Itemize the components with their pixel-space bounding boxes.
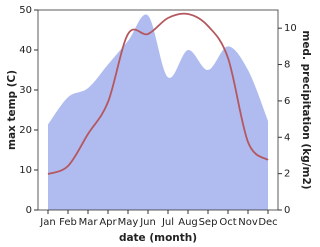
- y2-tick-label: 6: [284, 96, 290, 107]
- x-tick-label: Dec: [258, 217, 277, 228]
- y-tick-label: 10: [19, 165, 32, 176]
- x-tick-label: Jun: [139, 217, 156, 228]
- y-tick-label: 20: [19, 125, 32, 136]
- y-tick-label: 30: [19, 85, 32, 96]
- x-tick-label: Jul: [161, 217, 174, 228]
- y2-tick-label: 10: [284, 23, 297, 34]
- x-tick-label: May: [118, 217, 139, 228]
- y2-axis-label: med. precipitation (kg/m2): [300, 30, 312, 189]
- y2-tick-label: 4: [284, 132, 290, 143]
- y2-tick-label: 0: [284, 205, 290, 216]
- x-tick-label: Jan: [39, 217, 55, 228]
- x-tick-label: Nov: [238, 217, 258, 228]
- y-tick-label: 50: [19, 5, 32, 16]
- y-tick-label: 40: [19, 45, 32, 56]
- temperature-line: [47, 12, 269, 175]
- x-tick-label: Oct: [219, 217, 236, 228]
- x-tick-label: Feb: [59, 217, 77, 228]
- plot-frame: [37, 9, 279, 211]
- x-axis-label: date (month): [119, 232, 197, 244]
- x-tick-label: Sep: [199, 217, 218, 228]
- precipitation-area: [48, 14, 268, 210]
- x-tick-label: Apr: [99, 217, 117, 228]
- y-axis-label: max temp (C): [6, 70, 18, 150]
- x-tick-label: Mar: [79, 217, 99, 228]
- y2-tick-label: 8: [284, 60, 290, 71]
- y-tick-label: 0: [26, 205, 32, 216]
- y2-tick-label: 2: [284, 169, 290, 180]
- x-tick-label: Aug: [178, 217, 198, 228]
